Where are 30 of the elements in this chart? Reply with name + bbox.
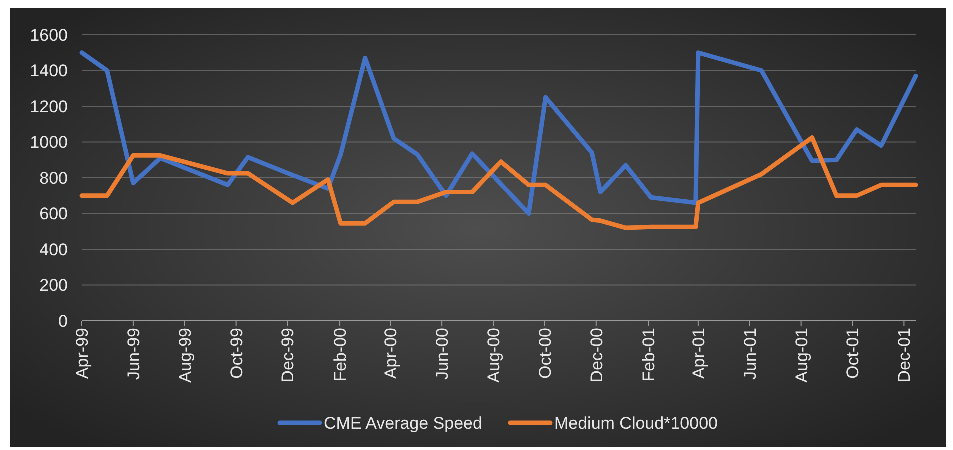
x-tick-label: Dec-00 <box>587 328 606 383</box>
y-tick-label: 200 <box>40 276 68 296</box>
x-tick-label: Oct-00 <box>536 328 555 380</box>
x-tick-label: Aug-00 <box>484 328 504 383</box>
x-tick-label: Feb-01 <box>640 328 659 382</box>
x-tick-label: Aug-01 <box>792 328 812 383</box>
y-tick-label: 1400 <box>30 62 68 81</box>
x-tick-label: Apr-99 <box>72 328 92 380</box>
legend-label: Medium Cloud*10000 <box>554 414 718 433</box>
x-tick-label: Jun-01 <box>740 328 760 380</box>
y-tick-label: 1200 <box>30 97 68 116</box>
y-tick-label: 400 <box>40 240 68 260</box>
y-tick-label: 800 <box>40 168 68 188</box>
y-tick-label: 1000 <box>30 133 68 152</box>
x-tick-label: Dec-01 <box>895 328 914 383</box>
line-series <box>80 136 918 230</box>
x-tick-label: Oct-99 <box>227 328 246 380</box>
y-tick-label: 0 <box>58 312 68 331</box>
x-tick-label: Apr-01 <box>689 328 708 380</box>
x-tick-label: Aug-99 <box>176 328 195 383</box>
x-tick-label: Dec-99 <box>278 328 298 383</box>
x-tick-label: Jun-99 <box>124 328 144 380</box>
legend-label: CME Average Speed <box>324 414 482 433</box>
y-tick-label: 1600 <box>30 26 68 45</box>
line-series <box>80 50 918 216</box>
x-tick-label: Jun-00 <box>433 328 452 380</box>
x-tick-label: Feb-00 <box>330 328 350 382</box>
x-tick-label: Apr-00 <box>382 328 401 380</box>
y-tick-label: 600 <box>40 204 68 224</box>
x-tick-label: Oct-01 <box>844 328 863 380</box>
